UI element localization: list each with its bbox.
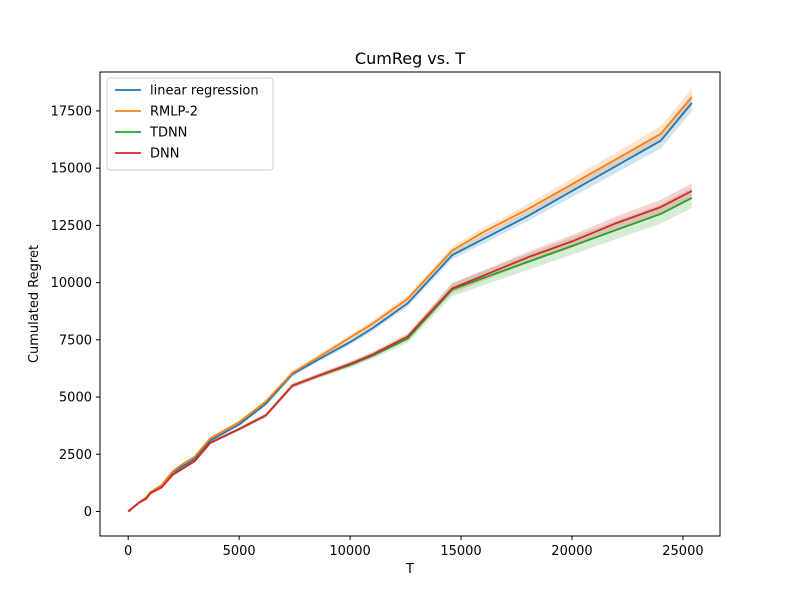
y-tick-label: 17500 bbox=[51, 104, 92, 119]
x-tick-label: 10000 bbox=[329, 544, 370, 559]
x-tick-label: 5000 bbox=[223, 544, 256, 559]
band-series-2 bbox=[128, 187, 692, 512]
legend-box bbox=[106, 77, 274, 171]
chart-title: CumReg vs. T bbox=[355, 49, 465, 68]
y-axis-label: Cumulated Regret bbox=[27, 245, 42, 363]
y-axis: 0 2500 5000 7500 10000 12500 15000 17500 bbox=[51, 104, 100, 520]
line-series-3 bbox=[127, 190, 693, 513]
legend-entry: TDNN bbox=[149, 126, 187, 141]
line-series-1 bbox=[127, 96, 693, 513]
series-lines bbox=[127, 96, 693, 513]
band-series-0 bbox=[128, 94, 692, 512]
y-tick-label: 0 bbox=[84, 505, 92, 520]
line-series-2 bbox=[127, 197, 693, 513]
legend-entry: DNN bbox=[150, 147, 179, 162]
y-tick-label: 10000 bbox=[51, 276, 92, 291]
x-tick-label: 15000 bbox=[440, 544, 481, 559]
x-tick-label: 20000 bbox=[551, 544, 592, 559]
y-tick-label: 15000 bbox=[51, 162, 92, 177]
x-tick-label: 0 bbox=[124, 544, 132, 559]
legend: linear regression RMLP-2 TDNN DNN bbox=[106, 77, 274, 171]
plot-frame bbox=[99, 71, 721, 537]
y-tick-label: 7500 bbox=[59, 333, 92, 348]
y-tick-label: 2500 bbox=[59, 448, 92, 463]
legend-entry: linear regression bbox=[150, 84, 259, 99]
x-axis-label: T bbox=[405, 562, 414, 577]
x-axis: 0 5000 10000 15000 20000 25000 bbox=[124, 536, 704, 559]
band-series-1 bbox=[128, 88, 692, 512]
x-tick-label: 25000 bbox=[662, 544, 703, 559]
y-tick-label: 5000 bbox=[59, 391, 92, 406]
legend-entry: RMLP-2 bbox=[150, 105, 198, 120]
y-tick-label: 12500 bbox=[51, 219, 92, 234]
